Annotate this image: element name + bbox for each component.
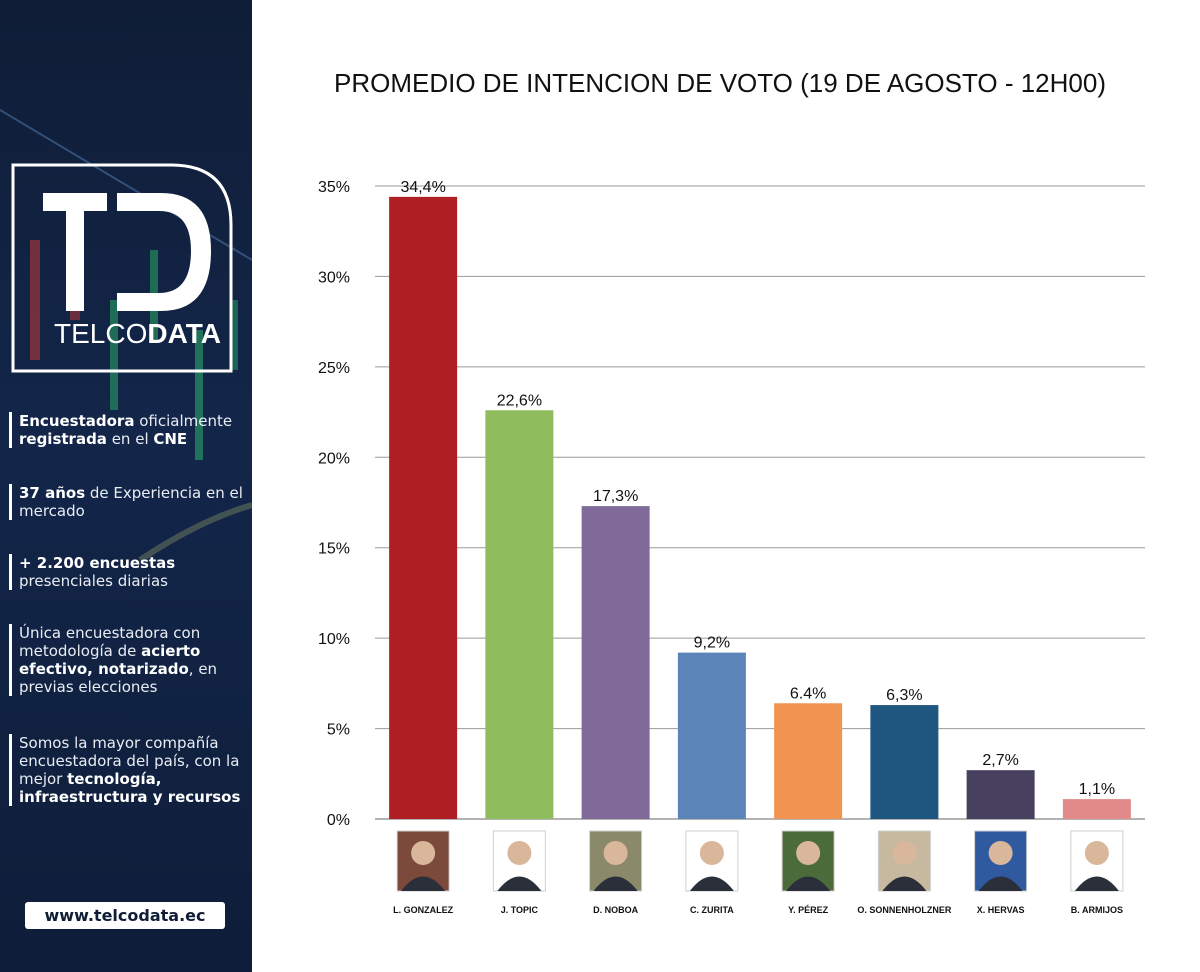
data-label: 6,3% [886,687,922,704]
bar [774,703,843,819]
candidate-photo [589,830,643,892]
bar [966,770,1035,819]
candidate-photo [974,830,1028,892]
sidebar: TELCODATA Encuestadora oficialmente regi… [0,0,252,972]
feature-text-part: + 2.200 encuestas [19,554,176,572]
feature-text-part: tecnología, infraestructura y recursos [19,770,241,806]
feature-text-part: oficialmente [134,412,233,430]
data-label: 34,4% [400,179,445,196]
y-tick-label: 0% [327,812,350,829]
telcodata-wordmark: TELCODATA [54,318,221,350]
data-label: 22,6% [497,392,542,409]
candidate-photo [685,830,739,892]
y-tick-label: 5% [327,722,350,739]
x-category-label: B. ARMIJOS [1071,905,1123,915]
x-category-label: O. SONNENHOLZNER [857,905,952,915]
data-label: 6.4% [790,685,826,702]
y-tick-label: 20% [318,450,350,467]
feature-text-part: registrada [19,430,107,448]
feature-text-part: de Experiencia en el mercado [19,484,243,520]
bar [389,196,458,819]
candidate-photo [781,830,835,892]
feature-text-part: CNE [153,430,188,448]
feature-text-part: acierto efectivo, notarizado [19,642,201,678]
feature-text-part: en el [106,430,154,448]
feature-methodology: Única encuestadora con metodología de ac… [9,624,252,696]
y-tick-label: 35% [318,179,350,196]
feature-text-part: presenciales diarias [19,572,168,590]
telcodata-logo [11,163,233,373]
feature-registered: Encuestadora oficialmente registrada en … [9,412,252,448]
x-category-label: L. GONZALEZ [393,905,453,915]
feature-largest-company: Somos la mayor compañía encuestadora del… [9,734,252,806]
x-category-label: D. NOBOA [593,905,639,915]
feature-text-part: , en previas elecciones [19,660,218,696]
candidate-photo [877,830,931,892]
candidate-photo [492,830,546,892]
feature-text-part: Única encuestadora con metodología de [19,624,201,660]
feature-text-part: Encuestadora [19,412,135,430]
y-tick-label: 10% [318,631,350,648]
wordmark-light: TELCO [54,318,148,349]
wordmark-bold: DATA [147,318,221,349]
candidate-photo [396,830,450,892]
bar [581,506,650,819]
website-link[interactable]: www.telcodata.ec [25,902,225,929]
x-category-label: Y. PÉREZ [788,905,829,915]
y-tick-label: 30% [318,269,350,286]
data-label: 1,1% [1079,781,1115,798]
data-label: 17,3% [593,488,638,505]
y-tick-label: 25% [318,360,350,377]
bar [1062,799,1131,819]
feature-daily-surveys: + 2.200 encuestas presenciales diarias [9,554,252,590]
chart-title: PROMEDIO DE INTENCION DE VOTO (19 DE AGO… [334,68,1106,98]
x-category-label: J. TOPIC [501,905,539,915]
candidate-photo [1070,830,1124,892]
bar [485,410,554,819]
feature-experience: 37 años de Experiencia en el mercado [9,484,252,520]
x-category-label: X. HERVAS [977,905,1025,915]
data-label: 9,2% [694,635,730,652]
data-label: 2,7% [982,752,1018,769]
bar [677,652,746,819]
y-tick-label: 15% [318,541,350,558]
x-category-label: C. ZURITA [690,905,734,915]
feature-text-part: Somos la mayor compañía encuestadora del… [19,734,240,788]
bar [870,705,939,819]
feature-text-part: 37 años [19,484,86,502]
